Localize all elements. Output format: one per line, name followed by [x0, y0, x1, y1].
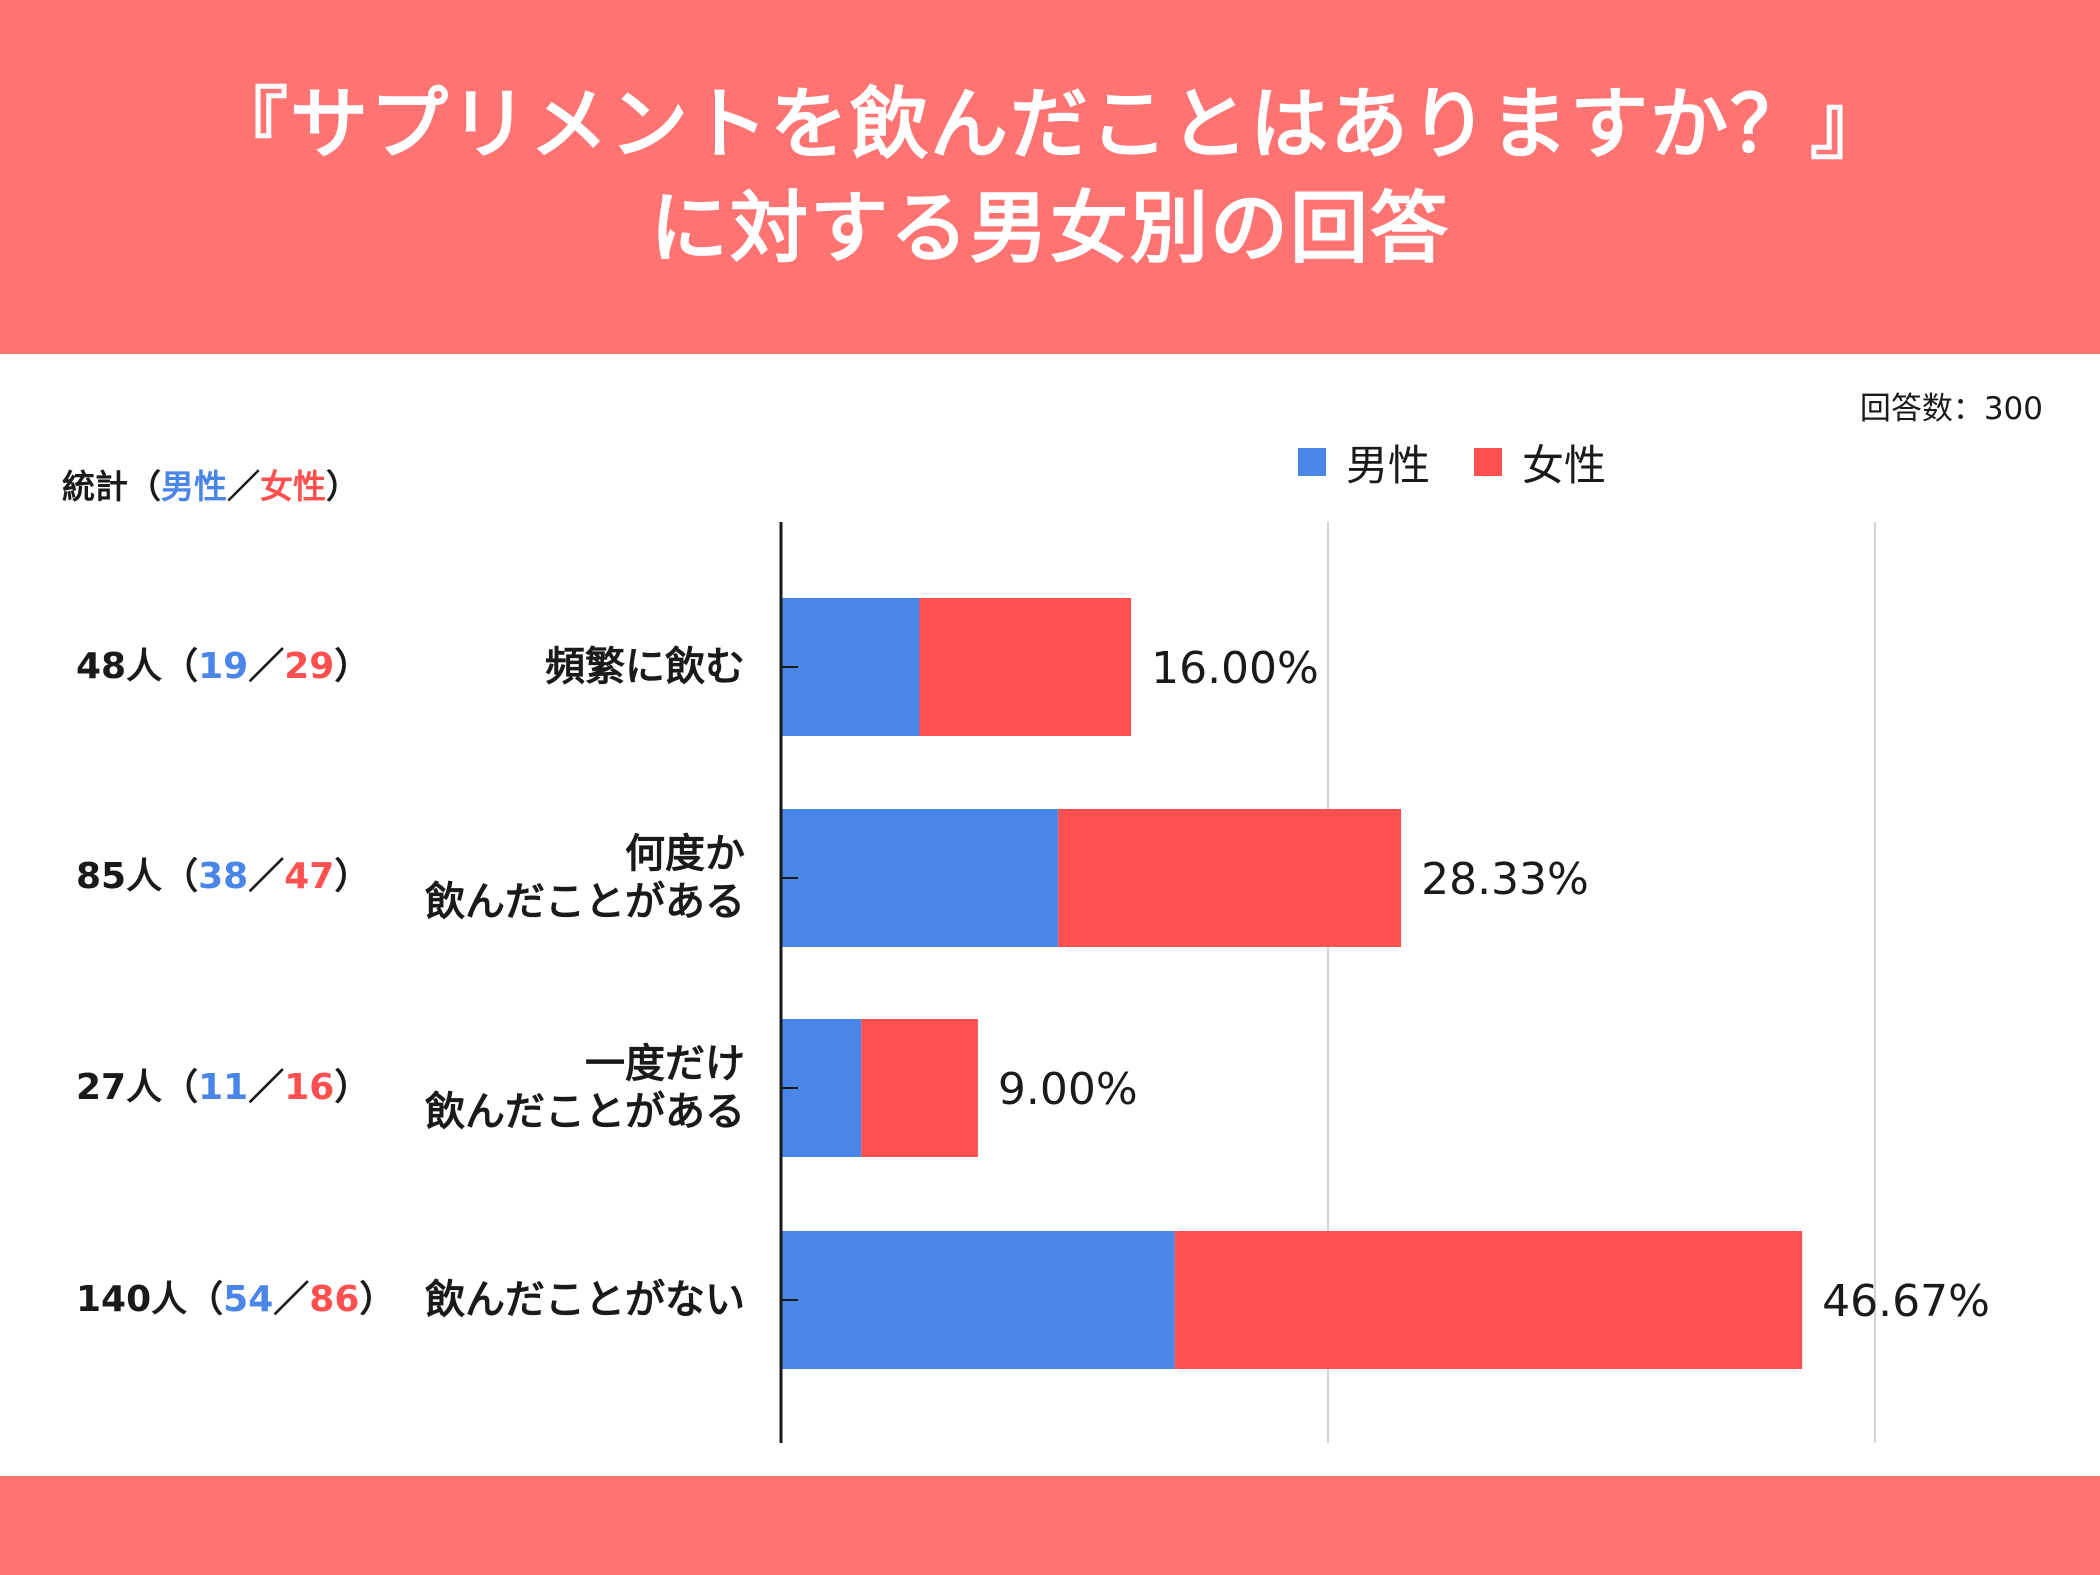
footer-band	[0, 1476, 2100, 1575]
legend-female-label: 女性	[1522, 440, 1607, 490]
category-label-line: 飲んだことがある	[425, 1089, 745, 1135]
respondent-count: 回答数：300	[1859, 391, 2043, 427]
category-label: 飲んだことがない	[425, 1276, 745, 1324]
stats-header-male: 男性	[161, 467, 227, 506]
bar-male	[781, 809, 1059, 947]
stats-header-suffix: ）	[326, 467, 359, 506]
data-label: 9.00%	[998, 1064, 1138, 1115]
stat-male-count: 11	[198, 1067, 249, 1108]
legend-male-label: 男性	[1346, 440, 1431, 490]
stats-header-prefix: 統計（	[62, 467, 161, 506]
stat-row: 27人（11／16）	[76, 1058, 370, 1118]
category-label-line: 頻繁に飲む	[545, 644, 745, 690]
stat-close: ）	[334, 856, 371, 897]
stat-separator: ／	[248, 646, 285, 687]
bar-male	[781, 598, 920, 736]
stat-female-count: 86	[309, 1279, 360, 1320]
stats-header-sep: ／	[227, 467, 260, 506]
legend-female-swatch	[1474, 448, 1503, 476]
stat-row: 85人（38／47）	[76, 847, 370, 907]
stat-total: 48人（	[76, 646, 199, 687]
stat-total: 85人（	[76, 856, 199, 897]
category-label-line: 何度か	[625, 831, 745, 877]
data-label: 46.67%	[1822, 1276, 1990, 1327]
title-line-2: に対する男女別の回答	[649, 184, 1450, 274]
bar-male	[781, 1231, 1175, 1369]
stat-male-count: 38	[198, 856, 249, 897]
bar-female	[919, 598, 1132, 736]
bar-female	[861, 1019, 978, 1157]
data-label: 28.33%	[1421, 854, 1589, 905]
title-line-1: 『サプリメントを飲んだことはありますか？』	[209, 80, 1890, 170]
stat-total: 27人（	[76, 1067, 199, 1108]
stat-total: 140人（	[76, 1279, 224, 1320]
stat-female-count: 29	[284, 646, 335, 687]
stat-male-count: 54	[223, 1279, 274, 1320]
stat-separator: ／	[248, 856, 285, 897]
chart-legend: 男性 女性	[1298, 435, 1650, 490]
category-label: 頻繁に飲む	[545, 643, 745, 691]
stat-male-count: 19	[198, 646, 249, 687]
data-label: 16.00%	[1151, 643, 1319, 694]
header-banner: 『サプリメントを飲んだことはありますか？』 に対する男女別の回答	[0, 0, 2100, 354]
stat-separator: ／	[248, 1067, 285, 1108]
bar-female	[1058, 809, 1402, 947]
category-label: 一度だけ 飲んだことがある	[425, 1040, 745, 1136]
category-label-line: 一度だけ	[585, 1041, 745, 1087]
category-label: 何度か 飲んだことがある	[425, 830, 745, 926]
stat-female-count: 16	[284, 1067, 335, 1108]
stats-header: 統計（男性／女性）	[62, 460, 359, 508]
legend-male-swatch	[1298, 448, 1326, 476]
stat-female-count: 47	[284, 856, 335, 897]
stat-separator: ／	[273, 1279, 310, 1320]
bar-female	[1174, 1231, 1803, 1369]
stat-close: ）	[359, 1279, 396, 1320]
bar-chart: 16.00% 28.33% 9.00% 46.67%	[779, 522, 1990, 1443]
stat-row: 140人（54／86）	[76, 1270, 395, 1330]
stats-header-female: 女性	[260, 467, 326, 506]
stat-close: ）	[334, 646, 371, 687]
category-label-line: 飲んだことがない	[425, 1277, 745, 1323]
stat-row: 48人（19／29）	[76, 637, 370, 697]
category-label-line: 飲んだことがある	[425, 879, 745, 925]
stat-close: ）	[334, 1067, 371, 1108]
